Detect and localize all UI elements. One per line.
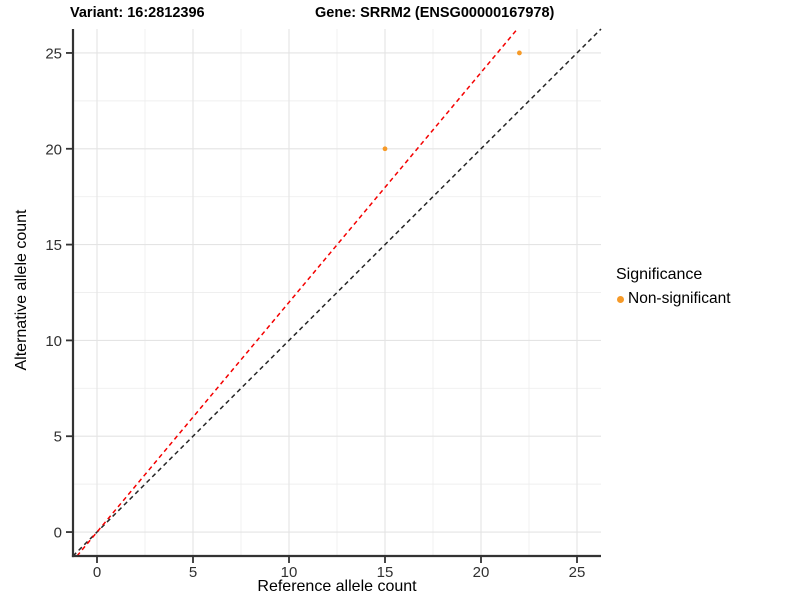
y-tick-label: 5 — [54, 429, 62, 446]
x-tick-label: 20 — [473, 564, 490, 581]
x-tick-label: 15 — [377, 564, 394, 581]
gene-title: Gene: SRRM2 (ENSG00000167978) — [315, 5, 555, 21]
data-point — [382, 146, 388, 152]
axis-lines — [71, 29, 601, 558]
y-axis-title: Alternative allele count — [13, 209, 30, 371]
minor-gridlines — [73, 29, 601, 556]
legend-entry: Non-significant — [617, 290, 731, 308]
x-axis-title: Reference allele count — [257, 578, 417, 595]
y-tick-label: 10 — [45, 333, 62, 350]
y-tick-label: 0 — [54, 525, 62, 542]
x-tick-label: 5 — [189, 564, 197, 581]
allelic-ratio-fit-line — [76, 28, 518, 557]
variant-title: Variant: 16:2812396 — [70, 5, 205, 21]
y-tick-label: 15 — [45, 237, 62, 254]
legend-title: Significance — [616, 266, 703, 283]
legend-entry-label: Non-significant — [628, 290, 731, 307]
data-points — [382, 50, 522, 152]
y-tick-label: 20 — [45, 141, 62, 158]
y-tick-label: 25 — [45, 45, 62, 62]
reference-lines — [72, 28, 602, 557]
major-gridlines — [73, 29, 601, 556]
legend: Significance Non-significant — [616, 266, 731, 308]
data-point — [517, 50, 522, 56]
legend-entries: Non-significant — [616, 290, 731, 308]
x-tick-label: 0 — [93, 564, 101, 581]
identity-line-y-equals-x — [72, 28, 602, 557]
x-tick-label: 10 — [281, 564, 298, 581]
tick-marks — [66, 52, 578, 563]
x-tick-label: 25 — [569, 564, 586, 581]
legend-marker-circle-icon — [617, 295, 624, 303]
tick-labels: 0 5 10 15 20 25 0 5 10 15 20 25 — [45, 45, 585, 581]
